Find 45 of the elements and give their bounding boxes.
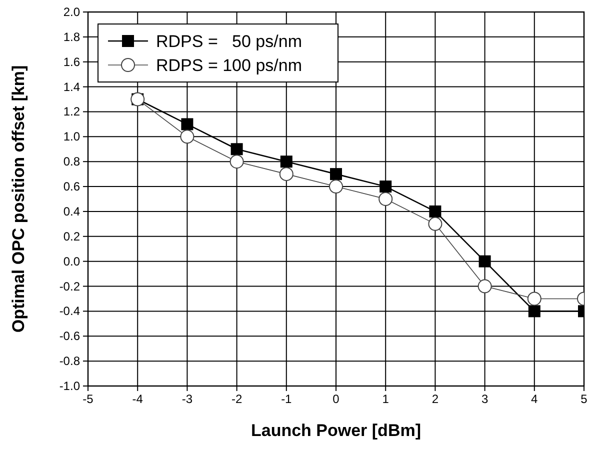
y-tick-label: 0.8 xyxy=(63,154,80,169)
point xyxy=(429,205,442,218)
y-tick-label: 1.2 xyxy=(63,104,80,119)
point xyxy=(378,192,393,206)
y-tick-label: -1.0 xyxy=(59,379,80,393)
y-tick-label: -0.4 xyxy=(59,304,80,318)
y-tick-label: 0.2 xyxy=(63,229,80,244)
point xyxy=(230,154,244,169)
x-tick-label: -2 xyxy=(231,392,242,406)
x-tick-label: 1 xyxy=(382,392,390,406)
y-tick-label: 0.6 xyxy=(63,180,80,194)
x-tick-label: 4 xyxy=(531,392,538,406)
x-tick-label: -4 xyxy=(132,392,144,406)
y-tick-label: -0.8 xyxy=(59,354,80,368)
point xyxy=(478,255,491,268)
x-tick-label: -5 xyxy=(82,392,94,406)
y-tick-label: 0.0 xyxy=(63,254,80,268)
x-tick-label: 0 xyxy=(332,392,340,406)
y-tick-label: 0.4 xyxy=(63,204,80,218)
point xyxy=(280,156,292,168)
y-tick-label: 2.0 xyxy=(63,5,80,19)
y-tick-label: -0.2 xyxy=(59,279,80,294)
point xyxy=(330,168,342,180)
point xyxy=(380,180,392,193)
point xyxy=(230,143,243,156)
x-tick-label: -3 xyxy=(182,392,193,406)
point xyxy=(528,305,540,318)
point xyxy=(279,167,294,182)
point xyxy=(478,279,492,294)
point xyxy=(181,118,194,130)
x-tick-label: 2 xyxy=(432,392,439,406)
y-tick-label: -0.6 xyxy=(59,329,80,344)
y-tick-label: 1.0 xyxy=(63,130,80,144)
y-tick-label: 1.4 xyxy=(63,80,80,94)
x-tick-label: -1 xyxy=(281,392,292,406)
y-tick-label: 1.8 xyxy=(63,30,80,44)
x-tick-label: 3 xyxy=(481,392,488,406)
legend-label: RDPS = 100 ps/nm xyxy=(156,56,302,75)
y-tick-label: 1.6 xyxy=(63,54,80,69)
point xyxy=(180,130,194,144)
y-axis-title: Optimal OPC position offset [km] xyxy=(9,65,28,333)
point xyxy=(329,180,343,194)
x-tick-label: 5 xyxy=(580,392,588,406)
x-axis-title: Launch Power [dBm] xyxy=(250,421,422,440)
legend-label: RDPS = 50 ps/nm xyxy=(156,32,302,51)
